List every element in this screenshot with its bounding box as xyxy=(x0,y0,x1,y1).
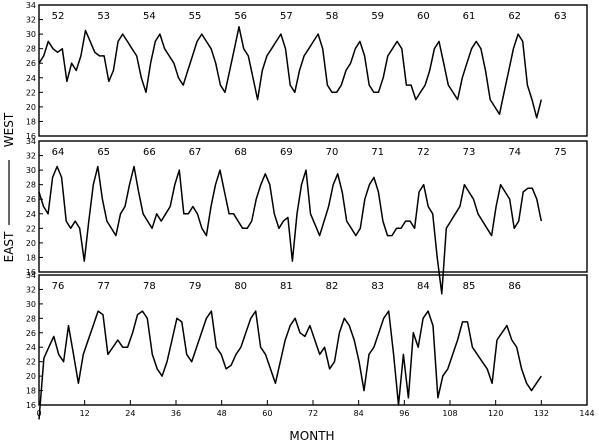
year-label: 77 xyxy=(97,281,110,292)
year-label: 52 xyxy=(52,11,65,22)
x-axis-title: MONTH xyxy=(289,429,334,443)
year-label: 78 xyxy=(143,281,156,292)
y-axis-title-west: WEST xyxy=(2,112,16,147)
y-tick-label: 30 xyxy=(26,300,36,309)
y-tick-label: 18 xyxy=(26,387,36,396)
y-tick-label: 32 xyxy=(26,16,36,25)
y-tick-label: 30 xyxy=(26,30,36,39)
x-tick-label: 60 xyxy=(262,409,272,418)
x-tick-label: 72 xyxy=(308,409,318,418)
y-tick-label: 28 xyxy=(26,45,36,54)
y-tick-label: 32 xyxy=(26,285,36,294)
year-label: 53 xyxy=(97,11,110,22)
year-label: 83 xyxy=(371,281,384,292)
year-label: 75 xyxy=(554,147,567,158)
panel-2: 16 18 20 22 24 26 28 30 32 34 64 65 66 67 68 69 70 71 72 73… xyxy=(26,137,588,295)
year-label: 60 xyxy=(417,11,430,22)
y-tick-label: 20 xyxy=(26,372,36,381)
year-label: 63 xyxy=(554,11,567,22)
year-label: 69 xyxy=(280,147,293,158)
panel-1-frame xyxy=(38,4,588,137)
year-label: 76 xyxy=(52,281,65,292)
y-tick-label: 24 xyxy=(26,343,36,352)
y-tick-label: 24 xyxy=(26,210,36,219)
y-tick-label: 20 xyxy=(26,103,36,112)
year-label: 79 xyxy=(189,281,202,292)
x-tick-label: 36 xyxy=(171,409,181,418)
year-label: 62 xyxy=(508,11,521,22)
y-tick-label: 18 xyxy=(26,253,36,262)
y-tick-label: 18 xyxy=(26,117,36,126)
x-tick-label: 120 xyxy=(488,409,503,418)
year-label: 65 xyxy=(97,147,110,158)
panel-1: 16 18 20 22 24 26 28 30 32 34 52 53 54 55 56 57 58 59 60 61… xyxy=(26,1,588,141)
y-tick-label: 28 xyxy=(26,314,36,323)
year-label: 80 xyxy=(234,281,247,292)
y-tick-label: 24 xyxy=(26,74,36,83)
y-tick-label: 30 xyxy=(26,166,36,175)
y-tick-label: 34 xyxy=(26,1,36,10)
year-label: 64 xyxy=(52,147,65,158)
year-label: 57 xyxy=(280,11,293,22)
y-axis-title: EAST WEST xyxy=(2,112,16,262)
year-label: 54 xyxy=(143,11,156,22)
year-label: 72 xyxy=(417,147,430,158)
year-label: 82 xyxy=(326,281,339,292)
year-label: 67 xyxy=(189,147,202,158)
year-label: 71 xyxy=(371,147,384,158)
y-tick-label: 22 xyxy=(26,88,36,97)
year-label: 85 xyxy=(463,281,476,292)
y-tick-label: 34 xyxy=(26,271,36,280)
year-label: 81 xyxy=(280,281,293,292)
year-label: 86 xyxy=(508,281,521,292)
year-label: 58 xyxy=(326,11,339,22)
year-label: 84 xyxy=(417,281,430,292)
y-tick-label: 26 xyxy=(26,59,36,68)
panel-2-frame xyxy=(38,140,588,273)
year-label: 66 xyxy=(143,147,156,158)
y-tick-label: 34 xyxy=(26,137,36,146)
y-tick-label: 16 xyxy=(26,268,36,277)
x-tick-label: 96 xyxy=(399,409,409,418)
year-label: 68 xyxy=(234,147,247,158)
x-tick-label: 24 xyxy=(125,409,135,418)
panel-1-series-line xyxy=(38,26,543,119)
x-tick-label: 48 xyxy=(217,409,227,418)
panel-3: 16 18 20 22 24 26 28 30 32 34 76 77 78 79 80 81 82 83 84 85… xyxy=(26,271,588,420)
y-tick-label: 26 xyxy=(26,329,36,338)
year-label: 73 xyxy=(463,147,476,158)
y-tick-label: 22 xyxy=(26,358,36,367)
y-tick-label: 16 xyxy=(26,132,36,141)
year-label: 56 xyxy=(234,11,247,22)
year-label: 74 xyxy=(508,147,521,158)
panels-layer: 16 18 20 22 24 26 28 30 32 34 52 53 54 55 56 57 58 59 60 61… xyxy=(26,1,595,420)
y-tick-label: 28 xyxy=(26,181,36,190)
x-tick-label: 132 xyxy=(534,409,549,418)
y-tick-label: 26 xyxy=(26,195,36,204)
x-axis: 0 12 24 36 48 60 72 84 96 108 120 132 144 xyxy=(36,400,595,418)
y-tick-label: 16 xyxy=(26,401,36,410)
y-tick-label: 32 xyxy=(26,152,36,161)
x-tick-label: 84 xyxy=(354,409,364,418)
x-tick-label: 108 xyxy=(442,409,457,418)
panel-3-frame xyxy=(38,274,588,406)
year-label: 70 xyxy=(326,147,339,158)
year-label: 55 xyxy=(189,11,202,22)
year-label: 61 xyxy=(463,11,476,22)
year-label: 59 xyxy=(371,11,384,22)
y-tick-label: 20 xyxy=(26,239,36,248)
y-tick-label: 22 xyxy=(26,224,36,233)
panel-2-series-line xyxy=(38,165,543,295)
panel-3-series-line xyxy=(38,310,542,420)
y-axis-title-east: EAST xyxy=(2,231,16,262)
x-tick-label: 0 xyxy=(36,409,41,418)
x-tick-label: 12 xyxy=(80,409,90,418)
x-tick-label: 144 xyxy=(579,409,594,418)
